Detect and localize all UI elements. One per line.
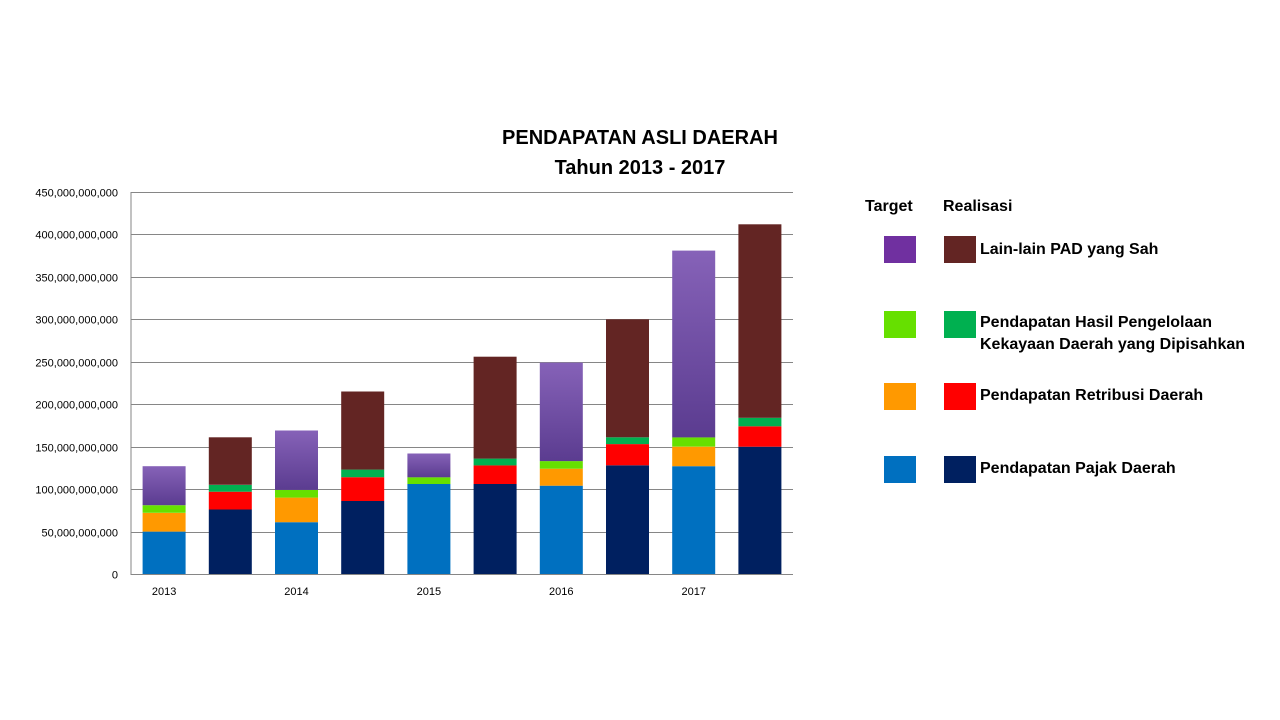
chart-title: PENDAPATAN ASLI DAERAH bbox=[502, 127, 778, 149]
legend-swatch-target-pajak bbox=[884, 456, 916, 483]
bar-2015-target-segment-0 bbox=[407, 484, 451, 574]
y-tick-label: 50,000,000,000 bbox=[42, 528, 118, 540]
bar-2014-realisasi-segment-0 bbox=[341, 501, 385, 574]
bar-2017-realisasi-segment-0 bbox=[738, 446, 782, 574]
bar-2013-target-segment-3 bbox=[142, 466, 186, 506]
bar-2016-realisasi-segment-2 bbox=[606, 437, 649, 445]
x-tick-label: 2016 bbox=[549, 586, 573, 598]
y-tick-label: 400,000,000,000 bbox=[35, 230, 118, 242]
bar-2013-target-segment-0 bbox=[142, 531, 186, 574]
legend-swatch-realisasi-pajak bbox=[944, 456, 976, 483]
bar-2014-target-segment-0 bbox=[275, 522, 318, 574]
x-tick-label: 2014 bbox=[284, 586, 308, 598]
bar-2013-realisasi-segment-2 bbox=[208, 484, 252, 492]
bar-2015-target-segment-2 bbox=[407, 477, 451, 484]
bar-2015-realisasi-segment-1 bbox=[473, 465, 517, 484]
legend-header-realisasi: Realisasi bbox=[943, 198, 1013, 215]
x-axis-ticks: 2013 2014 2015 2016 2017 bbox=[152, 586, 706, 598]
bar-2017-realisasi-segment-3 bbox=[738, 224, 782, 418]
bar-2014-realisasi-segment-1 bbox=[341, 477, 385, 501]
y-tick-label: 200,000,000,000 bbox=[35, 400, 118, 412]
y-tick-label: 300,000,000,000 bbox=[35, 315, 118, 327]
y-axis-ticks: 0 50,000,000,000 100,000,000,000 150,000,00… bbox=[35, 188, 118, 582]
x-tick-label: 2015 bbox=[417, 586, 441, 598]
bar-2016-realisasi-segment-1 bbox=[606, 444, 649, 466]
bar-2014-realisasi-segment-2 bbox=[341, 469, 385, 478]
bars bbox=[142, 224, 782, 574]
y-tick-label: 0 bbox=[112, 570, 118, 582]
legend-label-lain-lain: Lain-lain PAD yang Sah bbox=[980, 241, 1159, 258]
bar-2016-realisasi-segment-0 bbox=[606, 465, 649, 574]
bar-2015-realisasi-segment-2 bbox=[473, 458, 517, 466]
legend-swatch-target-kekayaan bbox=[884, 311, 916, 338]
y-tick-label: 450,000,000,000 bbox=[35, 188, 118, 200]
bar-2015-realisasi-segment-3 bbox=[473, 356, 517, 459]
bar-2014-realisasi-segment-3 bbox=[341, 391, 385, 470]
bar-2014-target-segment-3 bbox=[275, 430, 318, 490]
bar-2017-target-segment-1 bbox=[672, 446, 716, 467]
y-tick-label: 150,000,000,000 bbox=[35, 443, 118, 455]
bar-2017-realisasi-segment-2 bbox=[738, 417, 782, 427]
legend-swatch-target-lain-lain bbox=[884, 236, 916, 263]
bar-2016-target-segment-0 bbox=[539, 485, 583, 574]
legend-label-retribusi: Pendapatan Retribusi Daerah bbox=[980, 387, 1204, 404]
bar-2016-target-segment-1 bbox=[539, 468, 583, 486]
bar-2014-target-segment-1 bbox=[275, 497, 318, 523]
bar-2017-target-segment-0 bbox=[672, 466, 716, 574]
legend-label-kekayaan: Pendapatan Hasil Pengelolaan Kekayaan Da… bbox=[980, 314, 1246, 353]
legend-swatch-realisasi-retribusi bbox=[944, 383, 976, 410]
bar-2017-realisasi-segment-1 bbox=[738, 426, 782, 447]
bar-2015-realisasi-segment-0 bbox=[473, 484, 517, 574]
y-tick-label: 350,000,000,000 bbox=[35, 273, 118, 285]
bar-2014-target-segment-2 bbox=[275, 490, 318, 498]
legend-swatch-target-retribusi bbox=[884, 383, 916, 410]
legend-header-target: Target bbox=[865, 198, 913, 215]
bar-2017-target-segment-3 bbox=[672, 250, 716, 438]
chart-subtitle: Tahun 2013 - 2017 bbox=[555, 157, 726, 179]
legend-swatch-realisasi-lain-lain bbox=[944, 236, 976, 263]
bar-2015-target-segment-3 bbox=[407, 453, 451, 478]
bar-2013-target-segment-2 bbox=[142, 505, 186, 513]
bar-2016-target-segment-2 bbox=[539, 461, 583, 469]
legend-swatch-realisasi-kekayaan bbox=[944, 311, 976, 338]
bar-2017-target-segment-2 bbox=[672, 437, 716, 447]
legend-label-pajak: Pendapatan Pajak Daerah bbox=[980, 460, 1176, 477]
bar-2013-target-segment-1 bbox=[142, 512, 186, 532]
bar-2016-realisasi-segment-3 bbox=[606, 319, 649, 438]
x-tick-label: 2017 bbox=[681, 586, 705, 598]
bar-2016-target-segment-3 bbox=[539, 362, 583, 462]
x-tick-label: 2013 bbox=[152, 586, 176, 598]
bar-2013-realisasi-segment-1 bbox=[208, 491, 252, 510]
bar-2013-realisasi-segment-0 bbox=[208, 509, 252, 574]
bar-2013-realisasi-segment-3 bbox=[208, 437, 252, 485]
y-tick-label: 100,000,000,000 bbox=[35, 485, 118, 497]
y-tick-label: 250,000,000,000 bbox=[35, 358, 118, 370]
